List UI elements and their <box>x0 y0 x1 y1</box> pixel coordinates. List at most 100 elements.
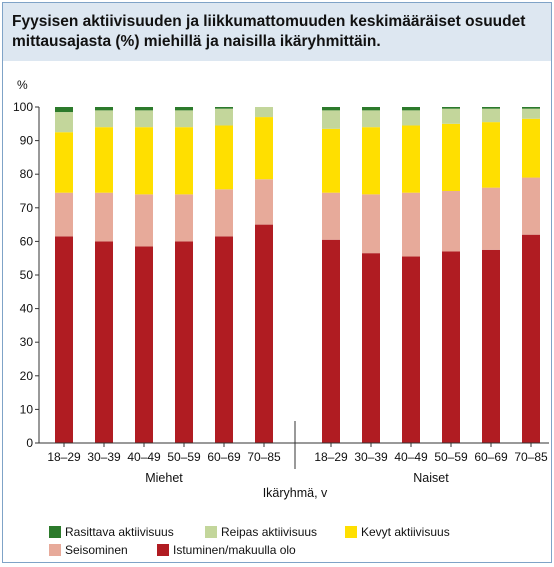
bar-segment <box>215 189 233 237</box>
bar-segment <box>95 127 113 193</box>
legend-swatch-rasittava <box>49 526 61 538</box>
bar-segment <box>322 110 340 129</box>
legend-label-rasittava: Rasittava aktiivisuus <box>65 525 174 539</box>
bar-segment <box>322 107 340 111</box>
stacked-bar-chart: % 0 10 20 30 40 50 60 70 80 90 100 18–29 30–39 40–49 50… <box>13 78 549 500</box>
bar-segment <box>442 107 460 109</box>
legend-swatch-kevyt <box>345 526 357 538</box>
y-tick-label: 60 <box>20 234 34 248</box>
group-label: Naiset <box>413 471 449 485</box>
bar-segment <box>135 107 153 111</box>
y-tick-label: 20 <box>20 369 34 383</box>
bar-segment <box>402 256 420 443</box>
legend-item-kevyt: Kevyt aktiivisuus <box>345 525 450 539</box>
y-tick-label: 50 <box>20 268 34 282</box>
y-tick-label: 70 <box>20 201 34 215</box>
x-tick-label: 18–29 <box>314 450 348 464</box>
bar-segment <box>482 249 500 443</box>
legend-label-kevyt: Kevyt aktiivisuus <box>361 525 450 539</box>
y-tick-label: 0 <box>26 436 33 450</box>
bar-segment <box>215 108 233 126</box>
bar-segment <box>55 107 73 113</box>
group-label: Miehet <box>145 471 183 485</box>
x-tick-label: 40–49 <box>394 450 428 464</box>
bar-segment <box>522 108 540 119</box>
bar-segment <box>255 179 273 225</box>
legend-swatch-seisominen <box>49 544 61 556</box>
y-tick-label: 90 <box>20 134 34 148</box>
bar-segment <box>322 192 340 240</box>
bar-segment <box>135 246 153 443</box>
y-tick-label: 100 <box>13 100 33 114</box>
legend-label-istuminen: Istuminen/makuulla olo <box>173 543 296 557</box>
bar-segment <box>362 127 380 195</box>
bar-segment <box>215 107 233 109</box>
bar-segment <box>522 177 540 235</box>
y-tick-label: 80 <box>20 167 34 181</box>
bar-segment <box>175 127 193 195</box>
x-tick-label: 50–59 <box>167 450 201 464</box>
bar-segment <box>175 194 193 242</box>
legend-swatch-istuminen <box>157 544 169 556</box>
bar-segment <box>322 128 340 193</box>
bar-segment <box>362 107 380 111</box>
bar-segment <box>255 224 273 443</box>
bar-segment <box>55 112 73 133</box>
bar-segment <box>482 187 500 250</box>
x-tick-label: 30–39 <box>87 450 121 464</box>
bar-segment <box>55 192 73 237</box>
y-tick-label: 10 <box>20 402 34 416</box>
y-tick-label: 40 <box>20 302 34 316</box>
title-band: Fyysisen aktiivisuuden ja liikkumattomuu… <box>3 3 551 61</box>
bar-segment <box>402 192 420 257</box>
bar-segment <box>55 236 73 443</box>
legend-item-rasittava: Rasittava aktiivisuus <box>49 525 174 539</box>
x-tick-label: 18–29 <box>47 450 81 464</box>
bar-segment <box>402 107 420 111</box>
legend-item-istuminen: Istuminen/makuulla olo <box>157 543 296 557</box>
bar-segment <box>442 108 460 124</box>
bar-segment <box>482 108 500 123</box>
bar-segment <box>135 127 153 195</box>
bar-segment <box>442 251 460 443</box>
bar-segment <box>442 191 460 252</box>
chart-title: Fyysisen aktiivisuuden ja liikkumattomuu… <box>12 13 526 50</box>
x-tick-label: 40–49 <box>127 450 161 464</box>
bar-segment <box>402 125 420 193</box>
x-axis-title: Ikäryhmä, v <box>263 486 328 500</box>
x-tick-label: 70–85 <box>247 450 281 464</box>
bar-segment <box>215 125 233 190</box>
bar-segment <box>175 241 193 443</box>
bar-segment <box>135 110 153 128</box>
bar-segment <box>215 236 233 443</box>
bar-segment <box>95 192 113 242</box>
bar-segment <box>402 110 420 126</box>
bar-segment <box>322 239 340 443</box>
x-tick-label: 70–85 <box>514 450 548 464</box>
bar-segment <box>135 194 153 247</box>
bar-segment <box>362 110 380 128</box>
x-tick-label: 60–69 <box>474 450 508 464</box>
legend-label-seisominen: Seisominen <box>65 543 128 557</box>
bar-segment <box>522 107 540 109</box>
bar-segment <box>362 194 380 254</box>
legend-swatch-reipas <box>205 526 217 538</box>
bar-segment <box>362 253 380 443</box>
bar-segment <box>522 118 540 178</box>
y-axis-unit-label: % <box>17 78 28 92</box>
bar-segment <box>95 241 113 443</box>
bar-segment <box>175 107 193 111</box>
bar-segment <box>482 107 500 109</box>
bar-segment <box>95 107 113 111</box>
bar-segment <box>55 132 73 193</box>
x-tick-label: 60–69 <box>207 450 241 464</box>
bar-segment <box>95 110 113 128</box>
y-tick-label: 30 <box>20 335 34 349</box>
legend-item-seisominen: Seisominen <box>49 543 128 557</box>
bar-segment <box>522 234 540 443</box>
x-tick-label: 30–39 <box>354 450 388 464</box>
legend-label-reipas: Reipas aktiivisuus <box>221 525 318 539</box>
bar-segment <box>175 110 193 128</box>
legend-item-reipas: Reipas aktiivisuus <box>205 525 317 539</box>
